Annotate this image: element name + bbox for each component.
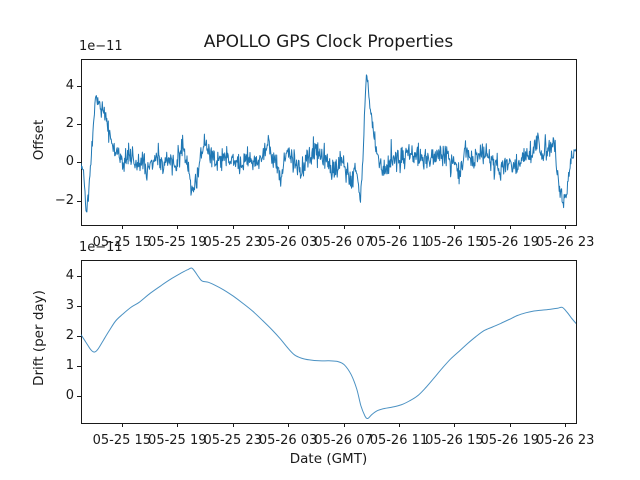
offset-axis-scale-label: 1e−11 — [79, 39, 123, 54]
drift-subplot-spines — [81, 260, 577, 424]
chart-title: APOLLO GPS Clock Properties — [203, 32, 454, 52]
offset-series-line — [81, 74, 576, 213]
drift-y-axis-label: Drift (per day) — [31, 290, 47, 386]
x-axis-label: Date (GMT) — [289, 451, 368, 467]
offset-y-axis-label: Offset — [31, 119, 47, 161]
offset-subplot-spines — [81, 59, 577, 226]
drift-axis-scale-label: 1e−11 — [79, 240, 123, 255]
drift-series-line — [81, 267, 576, 420]
